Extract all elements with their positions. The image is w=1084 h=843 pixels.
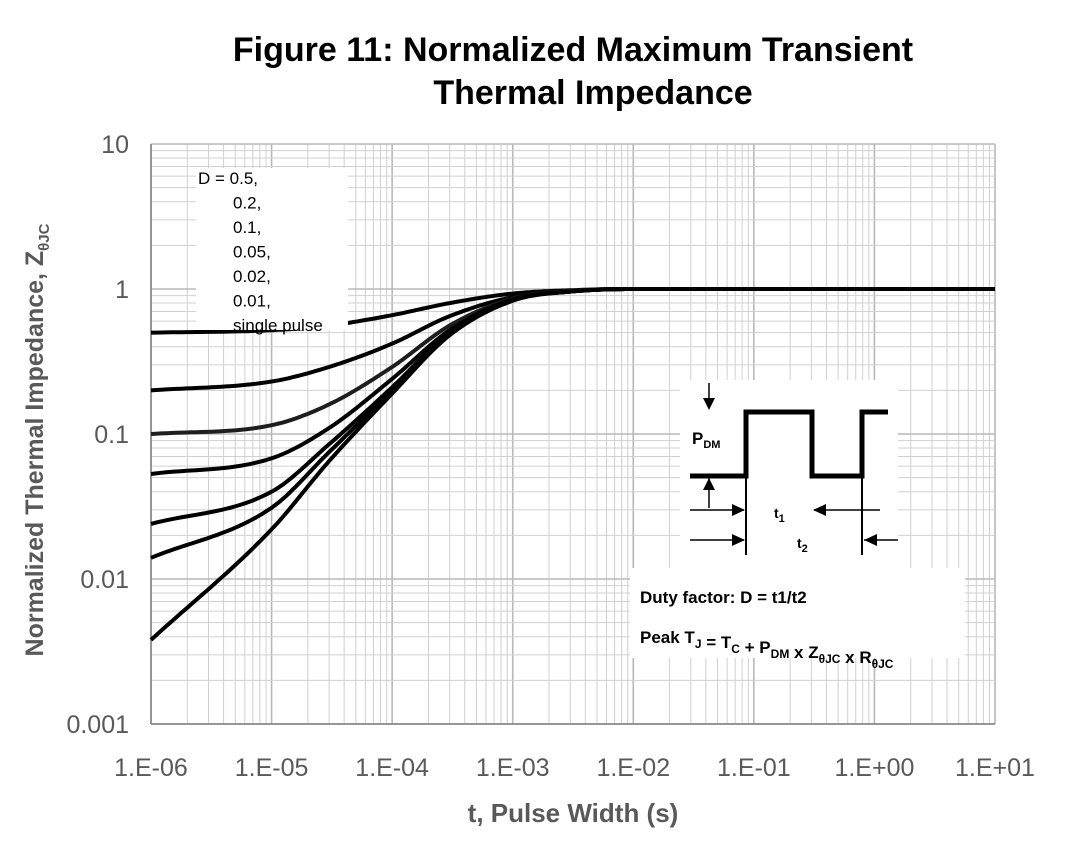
- y-axis-label: Normalized Thermal Impedance, ZθJC: [21, 223, 53, 656]
- pdm-arrowhead-top: [703, 398, 715, 410]
- chart-title-line2: Thermal Impedance: [433, 74, 752, 112]
- formula-subscript: J: [695, 637, 702, 651]
- pdm-label-sub: DM: [703, 439, 720, 451]
- t2-label-sub: 2: [802, 543, 808, 555]
- y-tick-label: 0.1: [94, 421, 129, 449]
- t2-label-main: t: [797, 535, 802, 551]
- peak-tj-formula: Peak TJ = TC + PDM x ZθJC x RθJC: [640, 628, 894, 671]
- y-tick-label: 0.001: [66, 711, 129, 739]
- pulse-diagram-inset: PDM t1 t2: [680, 380, 898, 568]
- formula-background: [630, 568, 965, 658]
- formula-part: = T: [702, 633, 732, 652]
- x-tick-label: 1.E+01: [955, 754, 1035, 782]
- x-tick-label: 1.E-05: [235, 754, 309, 782]
- pdm-arrowhead-bottom: [703, 478, 715, 490]
- legend-entry: 0.02,: [233, 267, 271, 286]
- x-tick-label: 1.E-04: [355, 754, 429, 782]
- x-tick-label: 1.E-06: [114, 754, 188, 782]
- legend: D = 0.5, 0.2, 0.1, 0.05, 0.02, 0.01, single pu…: [198, 169, 323, 335]
- y-tick-label: 10: [101, 131, 129, 159]
- legend-background: [196, 168, 348, 330]
- legend-entry: 0.01,: [233, 292, 271, 311]
- t1-label-main: t: [774, 505, 779, 521]
- y-axis-label-main: Normalized Thermal Impedance, Z: [21, 251, 49, 657]
- x-tick-labels: 1.E-06 1.E-05 1.E-04 1.E-03 1.E-02 1.E-01 1.E+…: [114, 754, 1035, 782]
- legend-entry: single pulse: [233, 316, 323, 335]
- t2-arrowhead-left: [732, 534, 745, 546]
- x-tick-label: 1.E-02: [596, 754, 670, 782]
- formula-subscript: θJC: [819, 652, 841, 666]
- t1-arrowhead-right: [813, 504, 826, 516]
- y-tick-label: 0.01: [80, 566, 129, 594]
- pdm-label-main: P: [692, 429, 703, 448]
- formula-part: Peak T: [640, 628, 695, 647]
- x-axis-label: t, Pulse Width (s): [468, 798, 679, 828]
- legend-entry: 0.1,: [233, 218, 261, 237]
- y-tick-label: 1: [115, 276, 129, 304]
- formula-subscript: C: [731, 642, 740, 656]
- formula-part: x R: [840, 648, 871, 667]
- chart-title-line1: Figure 11: Normalized Maximum Transient: [233, 31, 913, 69]
- formula-subscript: θJC: [872, 657, 894, 671]
- legend-entry: 0.05,: [233, 243, 271, 262]
- t1-label: t1: [774, 505, 785, 525]
- formula-subscript: DM: [771, 647, 790, 661]
- t1-label-sub: 1: [779, 513, 785, 525]
- t2-label: t2: [797, 535, 808, 555]
- formula-part: x Z: [789, 643, 818, 662]
- legend-entry: D = 0.5,: [198, 169, 258, 188]
- pdm-label: PDM: [692, 429, 720, 451]
- y-tick-labels: 10 1 0.1 0.01 0.001: [66, 131, 129, 739]
- curve-single-pulse: [149, 287, 995, 642]
- pulse-waveform: [690, 409, 888, 479]
- x-tick-label: 1.E+00: [834, 754, 914, 782]
- duty-factor-text: Duty factor: D = t1/t2: [640, 588, 807, 607]
- x-tick-label: 1.E-01: [717, 754, 791, 782]
- t2-arrowhead-right: [864, 534, 877, 546]
- x-tick-label: 1.E-03: [476, 754, 550, 782]
- formula-part: + P: [740, 638, 771, 657]
- t1-arrowhead-left: [732, 504, 745, 516]
- legend-entry: 0.2,: [233, 194, 261, 213]
- y-axis-label-sub: θJC: [36, 223, 53, 250]
